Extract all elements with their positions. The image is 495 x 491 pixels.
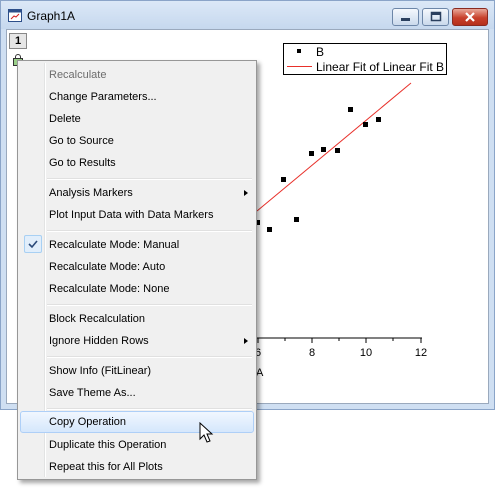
menu-item-go-to-source[interactable]: Go to Source xyxy=(49,135,114,147)
maximize-button[interactable] xyxy=(422,8,449,26)
maximize-icon xyxy=(430,11,442,22)
menu-item-plot-input-data[interactable]: Plot Input Data with Data Markers xyxy=(49,209,214,221)
submenu-arrow-icon xyxy=(244,190,248,196)
legend-label: B xyxy=(316,45,325,59)
menu-item-recalculate-mode-auto[interactable]: Recalculate Mode: Auto xyxy=(49,261,166,273)
line-marker-icon xyxy=(287,66,312,67)
data-point xyxy=(255,220,260,225)
data-point xyxy=(335,148,340,153)
menu-separator xyxy=(47,230,252,232)
x-tick-label: 10 xyxy=(359,347,373,359)
x-tick-label: 6 xyxy=(254,347,262,359)
title-bar[interactable]: Graph1A xyxy=(1,1,494,29)
menu-item-recalculate-mode-none[interactable]: Recalculate Mode: None xyxy=(49,283,170,295)
context-menu: Recalculate Change Parameters... Delete … xyxy=(17,60,257,480)
menu-item-save-theme-as[interactable]: Save Theme As... xyxy=(49,387,136,399)
data-point xyxy=(309,151,314,156)
x-tick-label: 8 xyxy=(308,347,316,359)
data-point xyxy=(321,147,326,152)
menu-item-change-parameters[interactable]: Change Parameters... xyxy=(49,91,157,103)
square-marker-icon xyxy=(297,49,301,53)
minimize-button[interactable] xyxy=(392,8,419,26)
menu-item-duplicate-operation[interactable]: Duplicate this Operation xyxy=(49,439,167,451)
menu-item-recalculate-mode-manual[interactable]: Recalculate Mode: Manual xyxy=(20,234,254,256)
plot-area xyxy=(255,82,422,343)
data-point xyxy=(376,117,381,122)
menu-gutter xyxy=(44,63,46,477)
legend-label: Linear Fit of Linear Fit B xyxy=(316,60,445,74)
data-point xyxy=(363,122,368,127)
data-point xyxy=(348,107,353,112)
submenu-arrow-icon xyxy=(244,338,248,344)
menu-item-show-info[interactable]: Show Info (FitLinear) xyxy=(49,365,152,377)
graph-window-icon xyxy=(8,9,22,22)
legend-item: B xyxy=(284,44,446,60)
close-icon xyxy=(465,12,475,22)
layer-tab[interactable]: 1 xyxy=(9,33,27,49)
window-title: Graph1A xyxy=(27,9,76,23)
legend-item: Linear Fit of Linear Fit B xyxy=(284,59,446,75)
data-point xyxy=(267,227,272,232)
menu-item-delete[interactable]: Delete xyxy=(49,113,81,125)
menu-separator xyxy=(47,356,252,358)
close-button[interactable] xyxy=(452,8,488,26)
menu-separator xyxy=(47,304,252,306)
menu-item-recalculate[interactable]: Recalculate xyxy=(49,69,107,81)
x-axis-ticks xyxy=(257,338,422,343)
menu-separator xyxy=(47,178,252,180)
menu-item-copy-operation[interactable]: Copy Operation xyxy=(20,411,254,433)
menu-item-ignore-hidden-rows[interactable]: Ignore Hidden Rows xyxy=(20,330,254,352)
checkmark-icon xyxy=(24,235,42,253)
menu-item-go-to-results[interactable]: Go to Results xyxy=(49,157,116,169)
minimize-icon xyxy=(401,18,410,21)
x-axis-title: A xyxy=(256,367,264,379)
data-points[interactable] xyxy=(255,107,381,232)
menu-item-analysis-markers[interactable]: Analysis Markers xyxy=(20,182,254,204)
menu-item-repeat-for-all-plots[interactable]: Repeat this for All Plots xyxy=(49,461,163,473)
linear-fit-line[interactable] xyxy=(256,82,412,212)
menu-separator xyxy=(47,408,252,410)
x-tick-label: 12 xyxy=(414,347,428,359)
data-point xyxy=(294,217,299,222)
menu-item-block-recalculation[interactable]: Block Recalculation xyxy=(49,313,145,325)
data-point xyxy=(281,177,286,182)
legend[interactable]: B Linear Fit of Linear Fit B xyxy=(283,43,447,75)
mouse-pointer-icon xyxy=(199,422,214,443)
